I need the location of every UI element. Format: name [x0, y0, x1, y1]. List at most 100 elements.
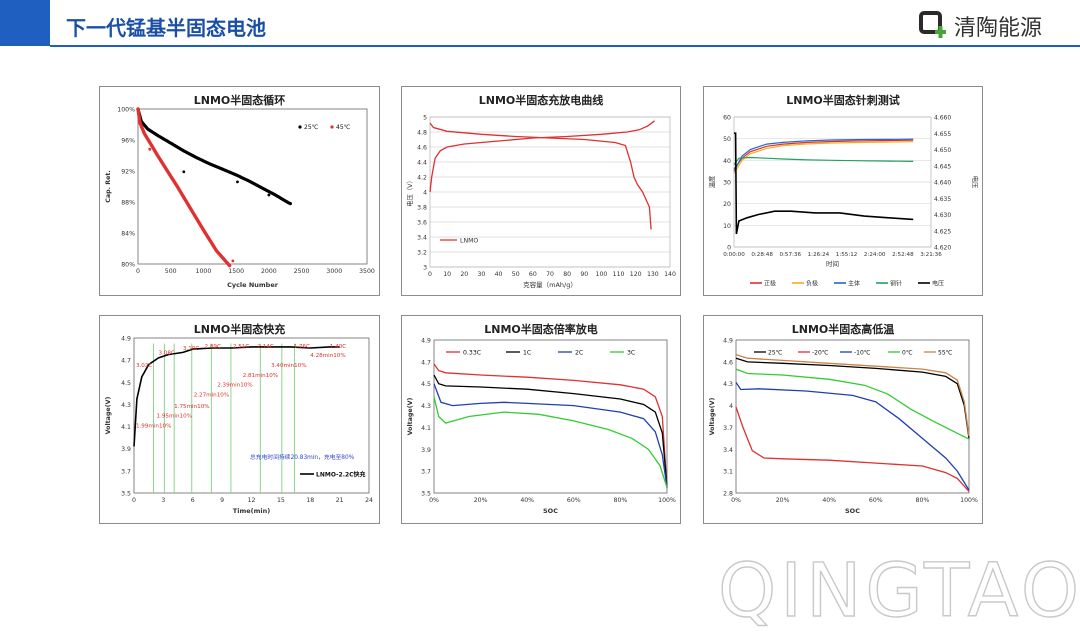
y-axis-label: 电压（V）: [405, 177, 414, 207]
chart-panel-cycle: LNMO半固态循环 80% 84% 88% 92% 96% 100% 0 500 1000 1500…: [99, 86, 380, 296]
y-tick-label: 60: [723, 115, 731, 122]
legend-label: 0℃: [902, 350, 913, 357]
x-tick-label: 2500: [294, 268, 310, 275]
legend-label: -10℃: [854, 350, 871, 357]
x-tick-label: 3000: [326, 268, 342, 275]
y-tick-label: 3.1: [723, 469, 733, 476]
y-tick-label: 4.1: [121, 424, 131, 431]
annotation-label: 1.99min10%: [136, 424, 171, 430]
annotation-label: 1.40C: [330, 344, 346, 350]
x-tick-label: 3: [161, 497, 165, 504]
discharge-curve: [429, 122, 652, 230]
x-tick-label: 80: [563, 271, 571, 278]
y-tick-label: 4.8: [417, 130, 427, 137]
y2-tick-label: 4.620: [934, 245, 951, 252]
legend-label: LNMO-2.2C快充: [316, 471, 366, 479]
y-tick-label: 4.5: [121, 380, 131, 387]
data-point: [267, 193, 271, 197]
annotation-label: 2.39min10%: [217, 383, 252, 389]
y-tick-label: 3.7: [121, 468, 131, 475]
series-line-2: [433, 383, 668, 488]
legend-label: 2C: [575, 350, 583, 357]
annotation-label: 2.51C: [233, 344, 249, 350]
plot-frame: [735, 339, 970, 494]
y-tick-label: 3.7: [723, 425, 733, 432]
legend-label: 1C: [523, 350, 531, 357]
x-tick-label: 1500: [228, 268, 244, 275]
x-tick-label: 100%: [658, 497, 676, 504]
x-tick-label: 60%: [567, 497, 581, 504]
x-axis-label: Time(min): [233, 507, 270, 515]
chart-charge-discharge: LNMO半固态充放电曲线33.23.43.63.844.24.44.64.850…: [405, 93, 676, 289]
x-tick-label: 60%: [869, 497, 883, 504]
annotation-label: 3.02C: [136, 363, 152, 369]
y-tick-label: 3.4: [723, 447, 733, 454]
series-line-3: [733, 156, 914, 166]
header-accent-block: [0, 0, 50, 46]
series-line-3: [735, 368, 970, 440]
y-axis-label: Voltage(V): [709, 398, 716, 436]
legend-label: 0.33C: [463, 350, 481, 357]
legend-label: 电压: [932, 280, 944, 288]
summary-note: 总充电时间持续20.83min，充电至80%: [250, 453, 355, 461]
chart-title: LNMO半固态针刺测试: [786, 93, 900, 107]
y-tick-label: 84%: [121, 231, 135, 238]
plot-frame: [137, 108, 368, 265]
annotation-label: 4.28min10%: [310, 353, 345, 359]
plot-frame: [433, 339, 668, 494]
y2-axis-label: 电压: [971, 176, 980, 189]
y-tick-label: 4.6: [417, 145, 427, 152]
annotation-label: 1.76C: [294, 344, 310, 350]
y-tick-label: 50: [723, 136, 731, 143]
x-tick-label: 10: [443, 271, 451, 278]
y-tick-label: 0: [727, 245, 731, 252]
y-tick-label: 3: [423, 265, 427, 272]
series-line-3: [433, 396, 668, 488]
chart-title: LNMO半固态充放电曲线: [479, 93, 604, 107]
x-tick-label: 2000: [261, 268, 277, 275]
chart-panel-rate-discharge: LNMO半固态倍率放电 3.5 3.7 3.9 4.1 4.3 4.5 4.7 4.9 0% 20%…: [401, 315, 681, 524]
legend-marker: [330, 125, 334, 129]
chart-rate-discharge: LNMO半固态倍率放电 3.5 3.7 3.9 4.1 4.3 4.5 4.7 4.9 0% 20%…: [407, 322, 676, 515]
annotation-label: 2.27min10%: [194, 393, 229, 399]
x-tick-label: 0:28:48: [751, 252, 773, 258]
x-tick-label: 80%: [916, 497, 930, 504]
chart-panel-fast-charge: LNMO半固态快充 3.5 3.7 3.9 4.1 4.3 4.5 4.7 4.9 0 3 6 9 12 1…: [99, 315, 380, 524]
x-tick-label: 110: [613, 271, 625, 278]
y2-tick-label: 4.640: [934, 180, 951, 187]
charge-curve: [429, 120, 655, 193]
y-tick-label: 3.4: [417, 235, 427, 242]
y-tick-label: 4: [729, 403, 733, 410]
y-tick-label: 40: [723, 158, 731, 165]
x-tick-label: 20: [460, 271, 468, 278]
y2-tick-label: 4.660: [934, 115, 951, 122]
logo-mark-icon: [918, 11, 946, 38]
y-tick-label: 30: [723, 180, 731, 187]
legend-label: 钢针: [890, 280, 902, 288]
x-axis-label: Cycle Number: [227, 281, 279, 289]
legend-label: -20℃: [812, 350, 829, 357]
series-line-0: [733, 139, 914, 170]
legend-label: 25℃: [304, 124, 319, 131]
y-tick-label: 4: [423, 190, 427, 197]
chart-cycle: LNMO半固态循环 80% 84% 88% 92% 96% 100% 0 500 1000 1500…: [105, 93, 375, 289]
y-tick-label: 4.9: [121, 336, 131, 343]
legend-label: 25℃: [768, 350, 783, 357]
series-line-1: [433, 374, 668, 488]
data-point: [231, 259, 235, 263]
x-tick-label: 12: [248, 497, 256, 504]
x-tick-label: 20%: [474, 497, 488, 504]
x-tick-label: 90: [580, 271, 588, 278]
x-tick-label: 0:57:36: [779, 252, 801, 258]
y-tick-label: 3.8: [417, 205, 427, 212]
x-tick-label: 0:00:00: [723, 252, 745, 258]
x-tick-label: 80%: [614, 497, 628, 504]
y2-tick-label: 4.655: [934, 131, 951, 138]
y2-tick-label: 4.630: [934, 212, 951, 219]
x-tick-label: 1000: [196, 268, 212, 275]
legend-label: LNMO: [460, 238, 478, 245]
x-tick-label: 100: [596, 271, 608, 278]
x-tick-label: 30: [477, 271, 485, 278]
series-line-1: [733, 141, 914, 174]
data-point: [236, 180, 239, 184]
